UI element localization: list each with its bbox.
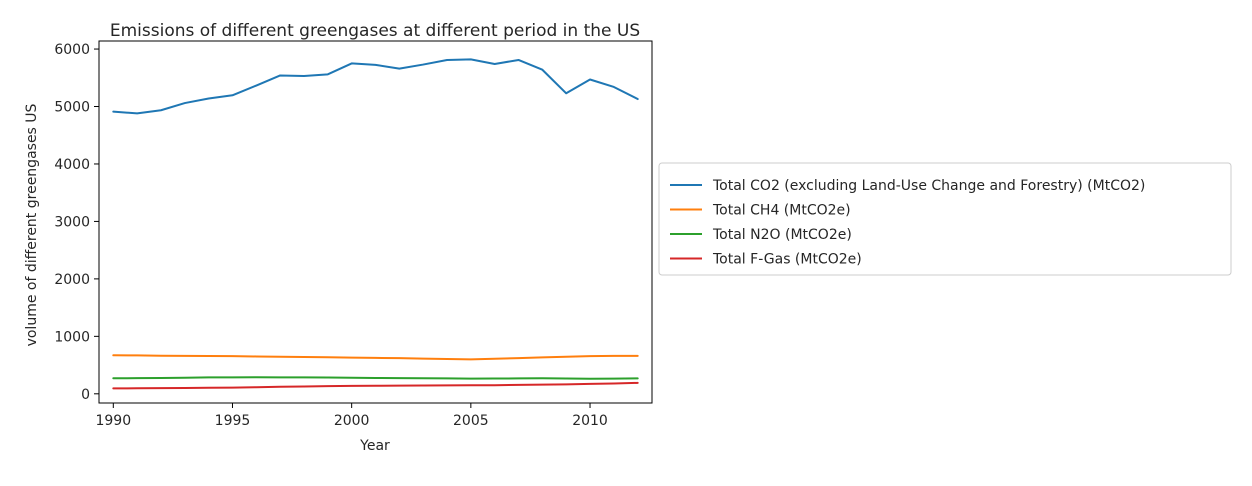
legend-label-3: Total N2O (MtCO2e) bbox=[712, 227, 852, 243]
series-line-2 bbox=[112, 354, 639, 361]
x-tick-label: 2010 bbox=[572, 413, 608, 429]
y-tick-label: 4000 bbox=[54, 157, 90, 173]
legend-label-2: Total CH4 (MtCO2e) bbox=[712, 203, 851, 219]
y-tick-label: 2000 bbox=[54, 272, 90, 288]
series-line-1 bbox=[112, 58, 639, 115]
legend: Total CO2 (excluding Land-Use Change and… bbox=[658, 162, 1232, 276]
x-tick-label: 1990 bbox=[95, 413, 131, 429]
plot-frame bbox=[98, 40, 653, 404]
x-tick-label: 1995 bbox=[215, 413, 251, 429]
legend-label-4: Total F-Gas (MtCO2e) bbox=[712, 252, 862, 268]
y-axis-label: volume of different greengases US bbox=[24, 103, 40, 346]
series-line-4 bbox=[112, 381, 639, 390]
x-tick-label: 2000 bbox=[334, 413, 370, 429]
y-tick-label: 0 bbox=[81, 387, 90, 403]
chart-title: Emissions of different greengases at dif… bbox=[110, 21, 640, 41]
x-tick-label: 2005 bbox=[453, 413, 489, 429]
y-tick-label: 1000 bbox=[54, 329, 90, 345]
legend-label-1: Total CO2 (excluding Land-Use Change and… bbox=[712, 178, 1145, 194]
y-tick-label: 3000 bbox=[54, 214, 90, 230]
y-tick-label: 5000 bbox=[54, 100, 90, 116]
plot-area: 1990 1995 2000 2005 2010 0 1000 2000 3000 4000 500… bbox=[54, 40, 653, 429]
x-axis-label: Year bbox=[359, 438, 390, 454]
series-line-3 bbox=[112, 376, 639, 380]
legend-frame bbox=[658, 162, 1232, 276]
y-tick-label: 6000 bbox=[54, 42, 90, 58]
